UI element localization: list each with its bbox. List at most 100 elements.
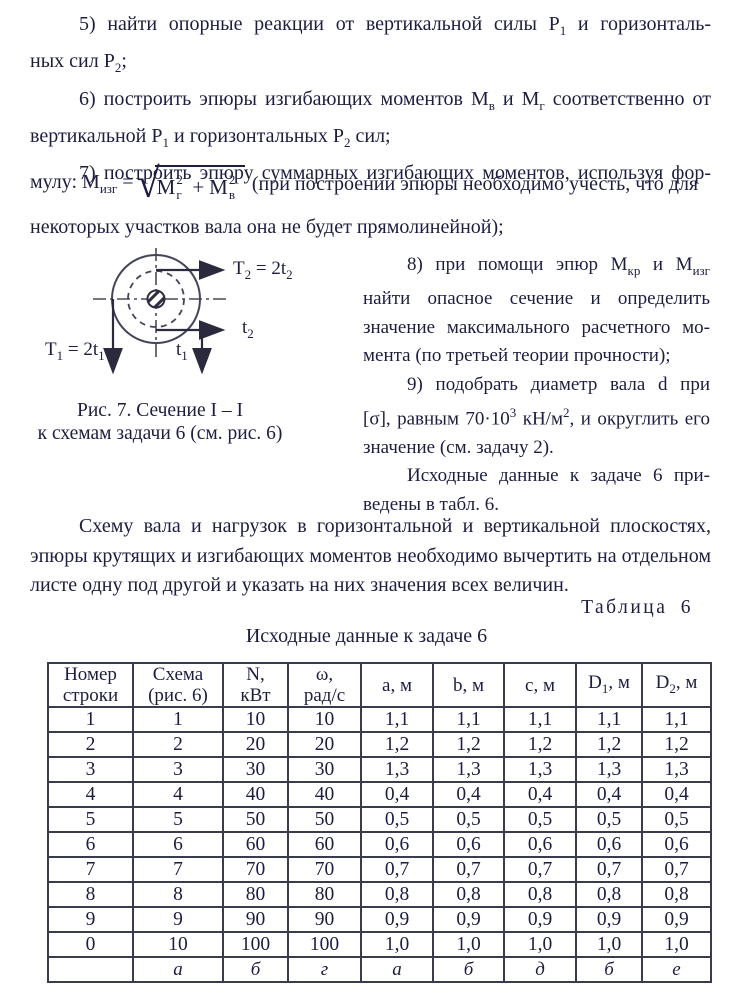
table-cell: 0,6 xyxy=(432,831,505,858)
table-cell: 1,3 xyxy=(575,756,643,783)
table-cell: 8 xyxy=(132,881,224,908)
text-line: некоторых участков вала она не будет пря… xyxy=(30,216,504,238)
table-label: Таблица 6 xyxy=(581,597,693,618)
figure-label-t1: t1 xyxy=(176,339,188,363)
figure-caption: Рис. 7. Сечение I – I к схемам задачи 6 … xyxy=(30,400,290,445)
table-cell: 9 xyxy=(47,906,134,933)
table-cell: 0,9 xyxy=(432,906,505,933)
table-cell: 100 xyxy=(222,931,289,958)
data-table: Номер строки Схема (рис. 6) N, кВт ω, рад/с a, м… xyxy=(47,662,712,983)
table-cell: а xyxy=(132,956,224,983)
moment-v: М xyxy=(209,174,228,199)
table-title: Исходные данные к задаче 6 xyxy=(245,625,488,647)
table-cell: 1,0 xyxy=(360,931,434,958)
table-cell: 0,5 xyxy=(432,806,505,833)
table-cell: 3 xyxy=(47,756,134,783)
table-cell: 0,4 xyxy=(432,781,505,808)
figure-label-T2: T2 = 2t2 xyxy=(233,258,293,282)
table-row: 8 8 80 80 0,8 0,8 0,8 0,8 0,8 xyxy=(47,881,712,908)
inner-pulley-circle xyxy=(127,270,185,328)
text-line: эпюры крутящих и изгибающих моментов нео… xyxy=(30,544,711,567)
table-cell: д xyxy=(503,956,577,983)
table-cell: 0 xyxy=(47,931,134,958)
table-row: 3 3 30 30 1,3 1,3 1,3 1,3 1,3 xyxy=(47,756,712,783)
table-cell: 1,2 xyxy=(641,731,712,758)
table-cell: а xyxy=(360,956,434,983)
table-cell: 10 xyxy=(222,706,289,733)
table-cell: 0,9 xyxy=(503,906,577,933)
table-cell: б xyxy=(432,956,505,983)
table-cell: 90 xyxy=(222,906,289,933)
table-cell: 70 xyxy=(287,856,362,883)
figure-label-t2: t2 xyxy=(242,317,254,341)
column-header: ω, рад/с xyxy=(287,662,362,708)
table-cell: г xyxy=(287,956,362,983)
table-row: 4 4 40 40 0,4 0,4 0,4 0,4 0,4 xyxy=(47,781,712,808)
table-cell: 2 xyxy=(47,731,134,758)
table-cell: 4 xyxy=(132,781,224,808)
table-cell: 7 xyxy=(132,856,224,883)
table-row: 9 9 90 90 0,9 0,9 0,9 0,9 0,9 xyxy=(47,906,712,933)
table-cell: 1,1 xyxy=(503,706,577,733)
figure-caption-line-2: к схемам задачи 6 (см. рис. 6) xyxy=(37,422,283,444)
table-cell: 5 xyxy=(132,806,224,833)
table-cell: 0,4 xyxy=(503,781,577,808)
column-header: b, м xyxy=(432,662,505,708)
table-cell: 0,7 xyxy=(503,856,577,883)
table-cell: 0,6 xyxy=(641,831,712,858)
column-header: a, м xyxy=(360,662,434,708)
table-cell: 0,5 xyxy=(503,806,577,833)
table-cell: 40 xyxy=(222,781,289,808)
table-row: 1 1 10 10 1,1 1,1 1,1 1,1 1,1 xyxy=(47,706,712,733)
task-list-items-5-7: 5) найти опорные реакции от вертикальной… xyxy=(30,9,711,188)
table-cell: б xyxy=(222,956,289,983)
table-cell: 40 xyxy=(287,781,362,808)
table-cell: 1,0 xyxy=(575,931,643,958)
text-line: значение максимального расчетного мо- xyxy=(363,316,710,338)
table-cell: 1,1 xyxy=(641,706,712,733)
table-cell: 20 xyxy=(287,731,362,758)
text-line: 9) подобрать диаметр вала d при xyxy=(407,373,710,395)
table-cell: 0,4 xyxy=(575,781,643,808)
table-row: 6 6 60 60 0,6 0,6 0,6 0,6 0,6 xyxy=(47,831,712,858)
table-cell: 0,6 xyxy=(360,831,434,858)
table-cell: 0,4 xyxy=(360,781,434,808)
equals-sign: = xyxy=(122,171,134,193)
table-cell: 0,7 xyxy=(575,856,643,883)
table-cell: 1,3 xyxy=(503,756,577,783)
text-line: ведены в табл. 6. xyxy=(363,493,499,515)
column-header: c, м xyxy=(503,662,577,708)
figure-caption-line-1: Рис. 7. Сечение I – I xyxy=(77,400,243,421)
plus-sign: + xyxy=(192,174,205,199)
table-cell: 0,4 xyxy=(641,781,712,808)
table-cell: 60 xyxy=(222,831,289,858)
table-cell: 1,2 xyxy=(575,731,643,758)
text-line: вертикальной P1 и горизонтальных P2 сил; xyxy=(30,124,391,150)
table-cell: 90 xyxy=(287,906,362,933)
table-cell: 0,5 xyxy=(575,806,643,833)
table-cell: 0,8 xyxy=(432,881,505,908)
table-cell: 0,7 xyxy=(432,856,505,883)
table-cell: 4 xyxy=(47,781,134,808)
table-cell: 0,8 xyxy=(360,881,434,908)
column-header: D2, м xyxy=(641,662,712,708)
column-header: N, кВт xyxy=(222,662,289,708)
table-cell: 6 xyxy=(132,831,224,858)
table-cell: 1,0 xyxy=(641,931,712,958)
table-cell: 10 xyxy=(287,706,362,733)
table-cell: 0,9 xyxy=(641,906,712,933)
table-cell: 2 xyxy=(132,731,224,758)
table-cell: 1 xyxy=(132,706,224,733)
table-cell: 5 xyxy=(47,806,134,833)
table-cell: 80 xyxy=(287,881,362,908)
table-cell: 60 xyxy=(287,831,362,858)
table-cell: 80 xyxy=(222,881,289,908)
table-cell: 20 xyxy=(222,731,289,758)
table-cell: 3 xyxy=(132,756,224,783)
text-line: Схему вала и нагрузок в горизонтальной и… xyxy=(79,515,711,537)
column-header: Номер строки xyxy=(47,662,134,708)
